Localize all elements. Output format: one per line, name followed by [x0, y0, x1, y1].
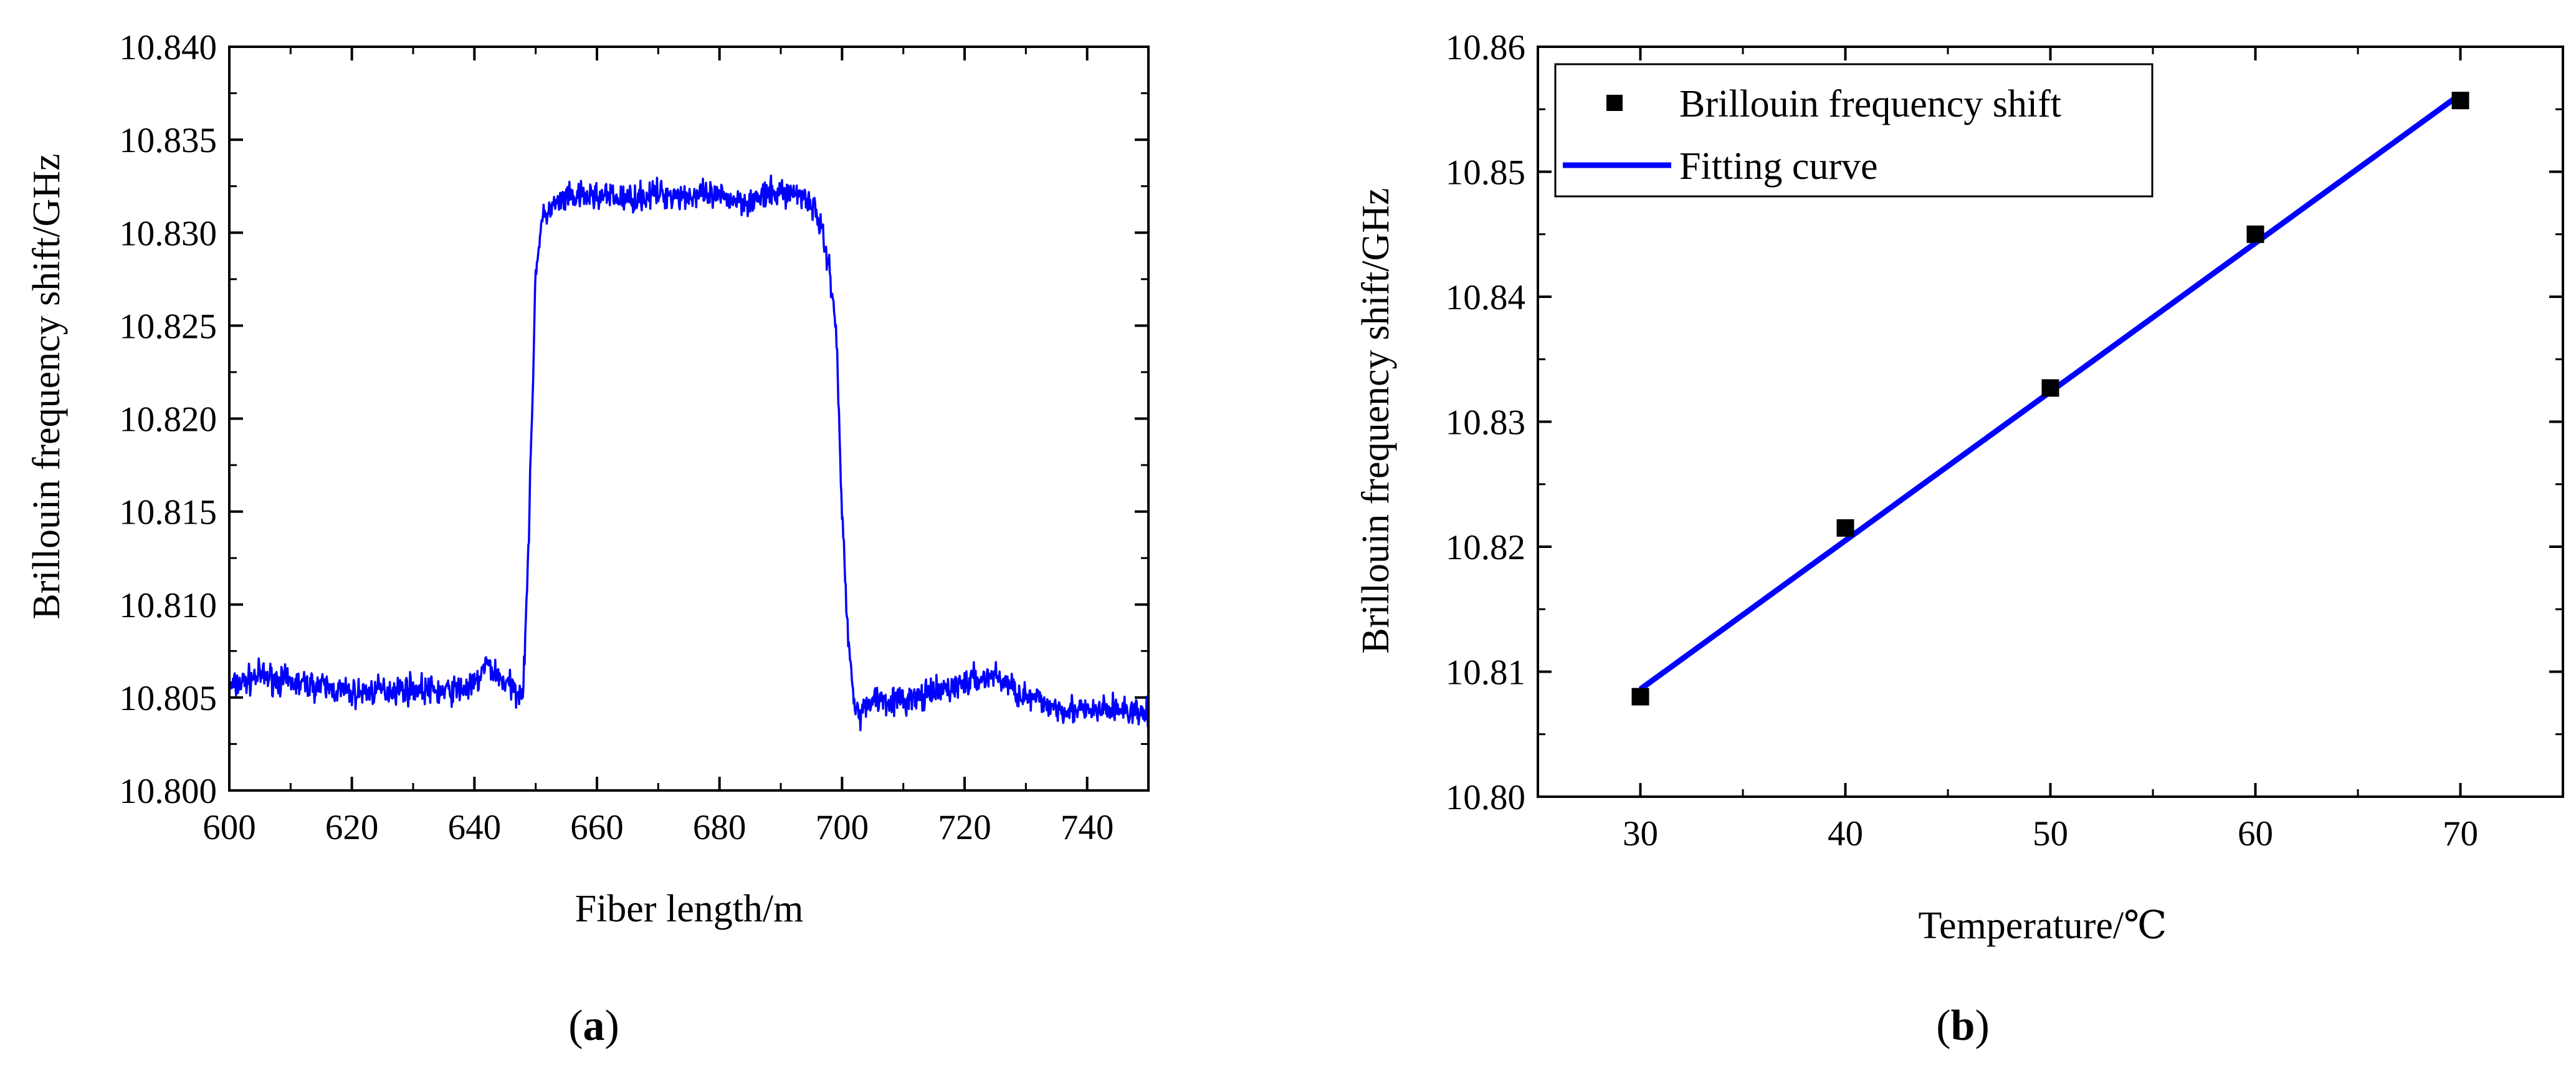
- b-legend: Brillouin frequency shift Fitting curve: [1554, 63, 2154, 198]
- a-x-tick-label: 620: [325, 808, 379, 847]
- b-x-axis-label: Temperature/℃: [1919, 905, 2167, 947]
- b-x-tick-label: 30: [1623, 814, 1658, 853]
- a-y-tick-label: 10.805: [119, 679, 217, 718]
- b-data-point: [2451, 92, 2469, 110]
- b-series: [1631, 92, 2469, 706]
- a-x-tick-label: 640: [448, 808, 502, 847]
- a-y-tick-label: 10.825: [119, 307, 217, 346]
- a-y-tick-label: 10.810: [119, 586, 217, 625]
- b-panel-letter: b: [1951, 1002, 1975, 1050]
- b-x-tick-label: 70: [2443, 814, 2478, 853]
- b-data-point: [1631, 688, 1649, 706]
- a-x-tick-label: 740: [1061, 808, 1114, 847]
- a-series-line: [228, 175, 1150, 732]
- b-y-tick-label: 10.82: [1446, 528, 1525, 567]
- a-x-tick-label: 660: [570, 808, 624, 847]
- b-y-tick-label: 10.85: [1446, 153, 1525, 193]
- b-tick-labels: 30 40 50 60 70 10.80 10.81 10.82 10.83 10.84 10.85…: [1446, 28, 2478, 853]
- a-y-tick-label: 10.820: [119, 400, 217, 439]
- b-legend-box: [1554, 63, 2154, 198]
- b-data-point: [2246, 225, 2264, 243]
- b-data-point: [2041, 379, 2059, 397]
- panel-a: 600 620 640 660 680 700 720 740 10.800 10.805 10.8…: [26, 28, 1150, 1050]
- panel-b: 30 40 50 60 70 10.80 10.81 10.82 10.83 10.84 10.85…: [1355, 28, 2564, 1050]
- b-y-axis-label: Brillouin frequency shift/GHz: [1355, 188, 1397, 653]
- a-x-tick-label: 700: [816, 808, 869, 847]
- a-plot-frame: [228, 46, 1150, 792]
- b-y-tick-label: 10.86: [1446, 28, 1525, 67]
- b-data-point: [1836, 519, 1854, 537]
- a-x-axis-label: Fiber length/m: [575, 888, 804, 930]
- a-panel-letter: a: [583, 1002, 605, 1050]
- a-tick-labels: 600 620 640 660 680 700 720 740 10.800 10.805 10.8…: [119, 28, 1114, 847]
- b-legend-label-points: Brillouin frequency shift: [1679, 83, 2061, 125]
- a-y-tick-label: 10.800: [119, 772, 217, 811]
- b-y-tick-label: 10.80: [1446, 778, 1525, 817]
- b-plot-frame: [1537, 46, 2564, 798]
- b-legend-marker-points: [1606, 95, 1623, 111]
- a-x-tick-label: 680: [693, 808, 747, 847]
- a-y-axis-label: Brillouin frequency shift/GHz: [26, 153, 68, 619]
- a-panel-caption: (a): [568, 1002, 619, 1050]
- a-y-tick-label: 10.840: [119, 28, 217, 67]
- b-x-tick-label: 50: [2033, 814, 2068, 853]
- a-x-tick-label: 720: [938, 808, 991, 847]
- a-x-tick-label: 600: [203, 808, 256, 847]
- b-y-tick-label: 10.81: [1446, 653, 1525, 693]
- b-x-tick-label: 40: [1828, 814, 1863, 853]
- b-legend-label-fit: Fitting curve: [1679, 145, 1878, 188]
- b-y-tick-label: 10.83: [1446, 403, 1525, 443]
- b-x-tick-label: 60: [2238, 814, 2273, 853]
- b-y-tick-label: 10.84: [1446, 278, 1525, 317]
- b-panel-caption: (b): [1936, 1002, 1990, 1050]
- a-y-tick-label: 10.815: [119, 493, 217, 532]
- a-series: [228, 175, 1150, 732]
- a-y-tick-label: 10.835: [119, 121, 217, 160]
- a-y-tick-label: 10.830: [119, 214, 217, 253]
